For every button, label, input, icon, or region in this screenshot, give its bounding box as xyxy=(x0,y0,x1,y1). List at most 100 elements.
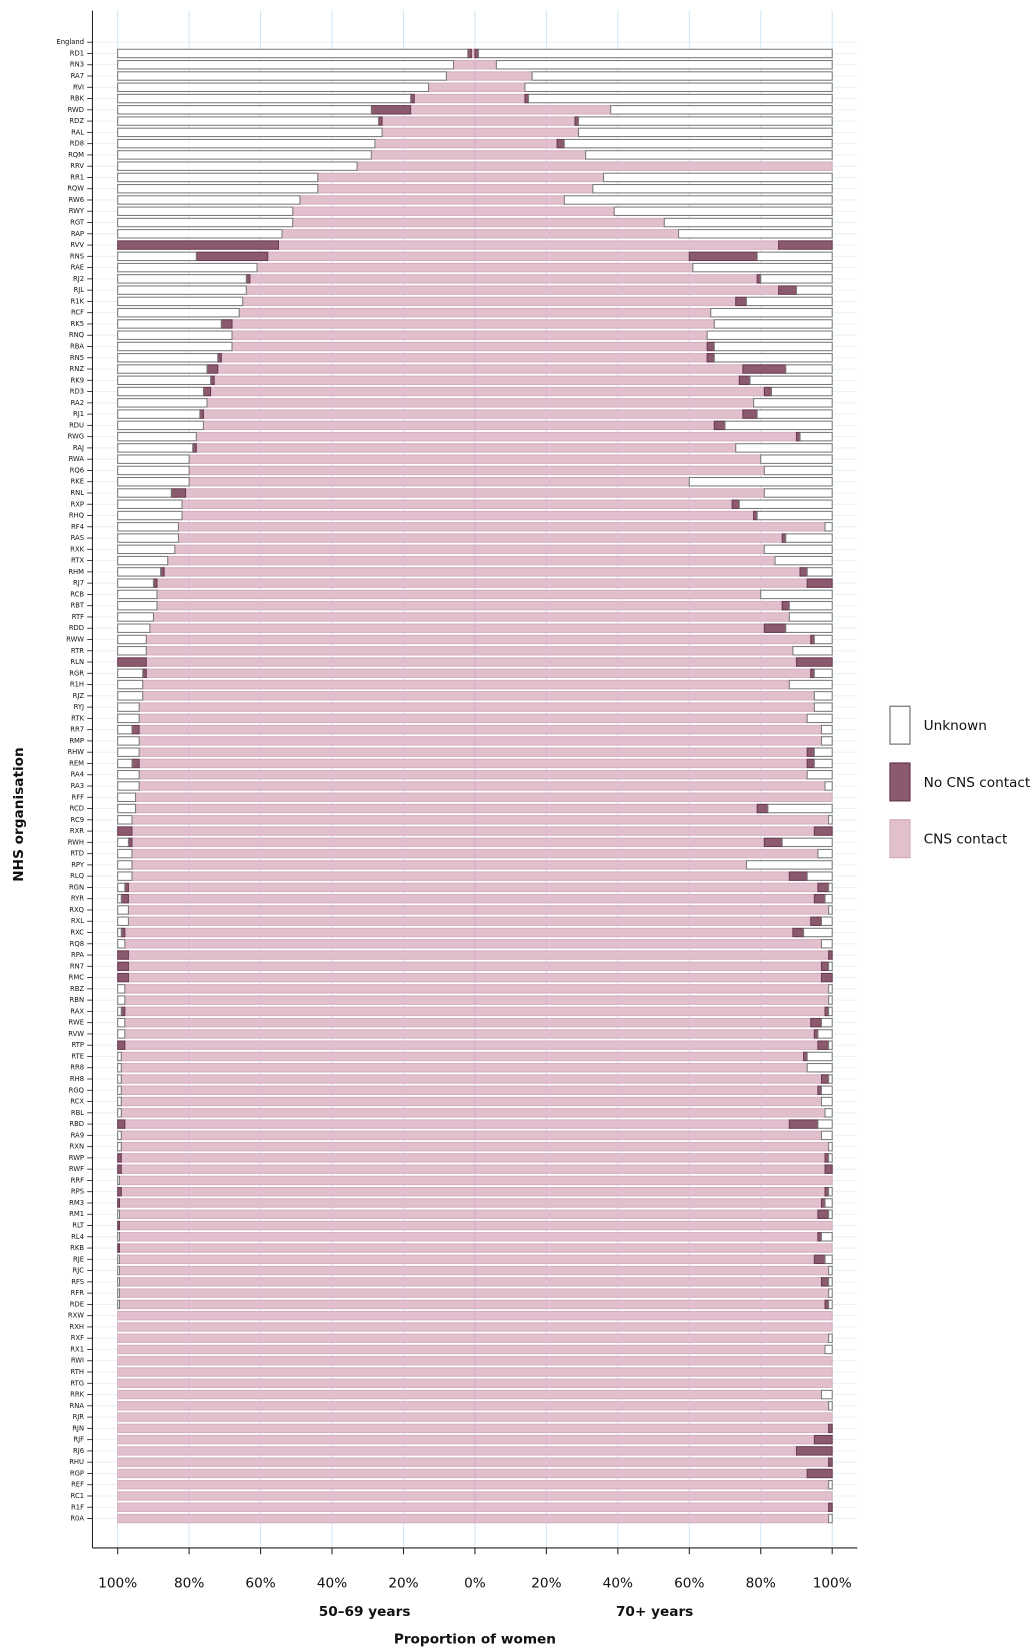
legend: Unknown No CNS contact CNS contact xyxy=(889,705,1031,859)
bar-segment xyxy=(820,1198,826,1208)
y-tick-label: RFF xyxy=(71,793,84,801)
bar-segment xyxy=(117,522,179,532)
bar-segment xyxy=(563,138,833,149)
bar-segment xyxy=(118,1277,476,1287)
y-tick-label: RKB xyxy=(70,1244,84,1252)
bar-segment xyxy=(820,1389,833,1400)
bar-segment xyxy=(474,1310,833,1321)
bar-segment xyxy=(828,961,833,972)
bar-segment xyxy=(795,657,833,667)
bar-segment xyxy=(713,420,726,431)
y-tick-label: RA3 xyxy=(71,782,84,790)
bar-segment xyxy=(213,375,476,386)
bar-segment xyxy=(202,409,476,419)
bar-segment xyxy=(118,1209,476,1219)
bar-segment xyxy=(202,420,476,431)
bar-segment xyxy=(828,1040,833,1050)
y-tick-label: RTR xyxy=(71,647,84,655)
bar-segment xyxy=(117,409,201,419)
y-tick-label: RLT xyxy=(72,1222,85,1230)
bar-segment xyxy=(195,251,269,262)
bar-segment xyxy=(474,420,715,431)
legend-label: Unknown xyxy=(924,718,987,734)
y-tick-label: RD8 xyxy=(70,140,84,148)
bar-segment xyxy=(202,386,212,397)
bar-segment xyxy=(117,533,179,543)
bar-segment xyxy=(474,60,497,70)
bar-segment xyxy=(474,105,612,115)
bar-segment xyxy=(474,375,740,386)
bar-segment xyxy=(124,882,129,893)
bar-segment xyxy=(117,713,140,724)
bar-segment xyxy=(117,815,133,825)
bar-segment xyxy=(117,1254,120,1265)
bar-segment xyxy=(474,882,819,893)
bar-segment xyxy=(474,1119,790,1129)
bar-segment xyxy=(117,679,144,690)
bar-segment xyxy=(156,600,476,611)
bar-segment xyxy=(117,1367,476,1377)
bar-segment xyxy=(138,736,476,746)
bar-segment xyxy=(828,1209,833,1219)
bar-segment xyxy=(231,330,476,340)
bar-segment xyxy=(217,364,476,374)
bar-segment xyxy=(731,499,740,509)
bar-segment xyxy=(117,1164,122,1174)
bar-segment xyxy=(803,1051,808,1062)
y-tick-label: RTH xyxy=(71,1368,85,1376)
y-tick-label: RAJ xyxy=(73,444,84,452)
bar-segment xyxy=(117,578,154,588)
bar-segment xyxy=(138,702,476,712)
bar-segment xyxy=(117,375,212,386)
bar-segment xyxy=(299,195,476,205)
bar-segment xyxy=(117,1333,476,1343)
bar-segment xyxy=(117,781,140,791)
bar-segment xyxy=(117,984,126,994)
bar-segment xyxy=(585,150,833,160)
bar-segment xyxy=(828,1333,833,1343)
y-tick-label: RJL xyxy=(74,286,85,294)
bar-segment xyxy=(413,93,476,104)
bar-segment xyxy=(177,522,476,532)
bar-segment xyxy=(117,48,469,59)
x-tick-label: 100% xyxy=(98,1576,137,1592)
y-tick-label: RJR xyxy=(73,1413,85,1421)
bar-segment xyxy=(474,1344,826,1355)
y-tick-label: RTX xyxy=(71,557,84,565)
bar-segment xyxy=(117,71,447,81)
bar-segment xyxy=(127,905,476,915)
y-tick-label: RAX xyxy=(70,1007,84,1015)
bar-segment xyxy=(813,1029,819,1039)
y-tick-label: RN3 xyxy=(70,61,84,69)
bar-segment xyxy=(117,747,140,757)
y-tick-label: RBL xyxy=(71,1109,84,1117)
bar-segment xyxy=(117,1468,476,1479)
bar-segment xyxy=(381,116,476,126)
bar-segment xyxy=(181,510,476,521)
bar-segment xyxy=(778,240,833,250)
bar-segment xyxy=(474,229,680,239)
y-tick-label: REF xyxy=(71,1481,84,1489)
bar-segment xyxy=(131,837,476,848)
bar-segment xyxy=(474,893,815,904)
bar-segment xyxy=(828,1186,833,1197)
bar-segment xyxy=(117,251,197,262)
bar-segment xyxy=(117,702,140,712)
y-tick-label: RNA xyxy=(70,1402,85,1410)
y-tick-label: RM1 xyxy=(69,1210,84,1218)
y-tick-label: RXR xyxy=(70,827,84,835)
bar-segment xyxy=(156,578,476,588)
bar-segment xyxy=(117,183,319,194)
bar-segment xyxy=(474,939,823,949)
bar-segment xyxy=(756,510,833,521)
bar-segment xyxy=(120,1186,476,1197)
bar-segment xyxy=(474,961,823,972)
bar-segment xyxy=(795,1446,833,1456)
bar-segment xyxy=(474,1446,798,1456)
y-tick-label: RLN xyxy=(70,658,84,666)
bar-segment xyxy=(706,330,833,340)
bar-segment xyxy=(474,116,576,126)
y-tick-label: RXF xyxy=(71,1334,84,1342)
panel-label: 70+ years xyxy=(616,1604,693,1620)
bar-segment xyxy=(117,1265,120,1276)
